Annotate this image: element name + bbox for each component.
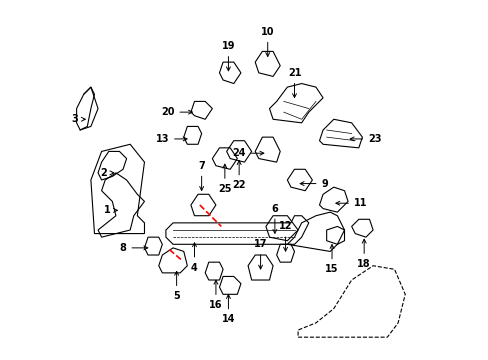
Text: 5: 5 xyxy=(173,271,180,301)
Text: 13: 13 xyxy=(155,134,187,144)
Text: 4: 4 xyxy=(191,243,198,273)
Text: 1: 1 xyxy=(103,205,117,215)
Text: 22: 22 xyxy=(232,161,245,190)
Text: 3: 3 xyxy=(71,114,85,124)
Text: 20: 20 xyxy=(161,107,192,117)
Text: 15: 15 xyxy=(325,244,338,274)
Text: 24: 24 xyxy=(232,148,264,158)
Text: 18: 18 xyxy=(357,239,370,269)
Text: 6: 6 xyxy=(271,203,278,233)
Text: 21: 21 xyxy=(287,68,301,98)
Text: 19: 19 xyxy=(221,41,235,71)
Text: 7: 7 xyxy=(198,161,204,190)
Text: 12: 12 xyxy=(278,221,292,251)
Text: 9: 9 xyxy=(300,179,327,189)
Text: 8: 8 xyxy=(120,243,147,253)
Text: 14: 14 xyxy=(221,294,235,324)
Text: 17: 17 xyxy=(253,239,267,269)
Text: 10: 10 xyxy=(261,27,274,57)
Text: 25: 25 xyxy=(218,164,231,194)
Text: 11: 11 xyxy=(335,198,366,208)
Text: 23: 23 xyxy=(349,134,381,144)
Text: 16: 16 xyxy=(209,280,222,310)
Text: 2: 2 xyxy=(100,168,114,178)
